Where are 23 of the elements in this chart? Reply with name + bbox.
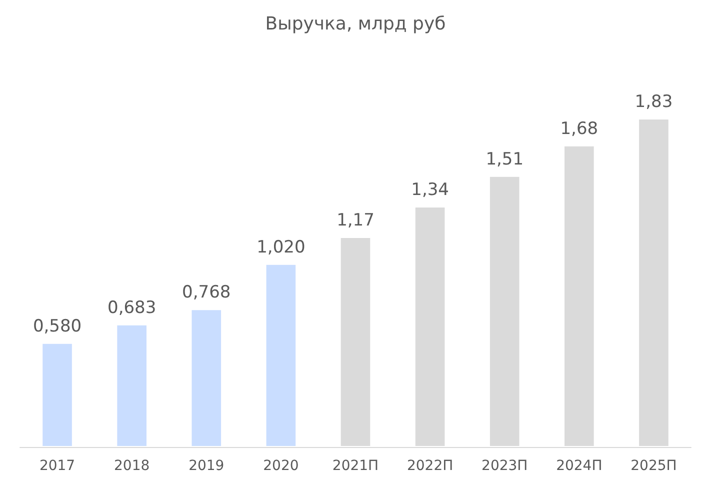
x-tick-label: 2022П bbox=[406, 458, 454, 474]
data-label: 1,020 bbox=[256, 237, 306, 258]
bar bbox=[42, 342, 73, 447]
data-label: 1,68 bbox=[560, 118, 598, 139]
bar bbox=[265, 264, 297, 447]
x-tick-label: 2023П bbox=[482, 458, 528, 474]
chart-title: Выручка, млрд руб bbox=[265, 14, 446, 34]
x-tick-label: 2020 bbox=[263, 458, 299, 474]
x-tick-label: 2019 bbox=[188, 458, 224, 474]
x-tick-label: 2018 bbox=[114, 458, 150, 474]
data-label: 1,17 bbox=[336, 210, 374, 230]
bar bbox=[116, 324, 148, 447]
x-tick-label: 2025П bbox=[630, 458, 677, 474]
data-label: 0,683 bbox=[107, 298, 156, 318]
x-tick-label: 2021П bbox=[332, 458, 379, 474]
data-label: 1,51 bbox=[486, 149, 524, 170]
data-label: 1,83 bbox=[634, 92, 673, 112]
x-tick-label: 2024П bbox=[556, 458, 602, 474]
data-label: 0,768 bbox=[182, 282, 231, 303]
data-label: 1,34 bbox=[411, 180, 449, 200]
data-label: 0,580 bbox=[32, 316, 82, 336]
x-tick-label: 2017 bbox=[39, 458, 76, 474]
bar bbox=[190, 309, 222, 447]
